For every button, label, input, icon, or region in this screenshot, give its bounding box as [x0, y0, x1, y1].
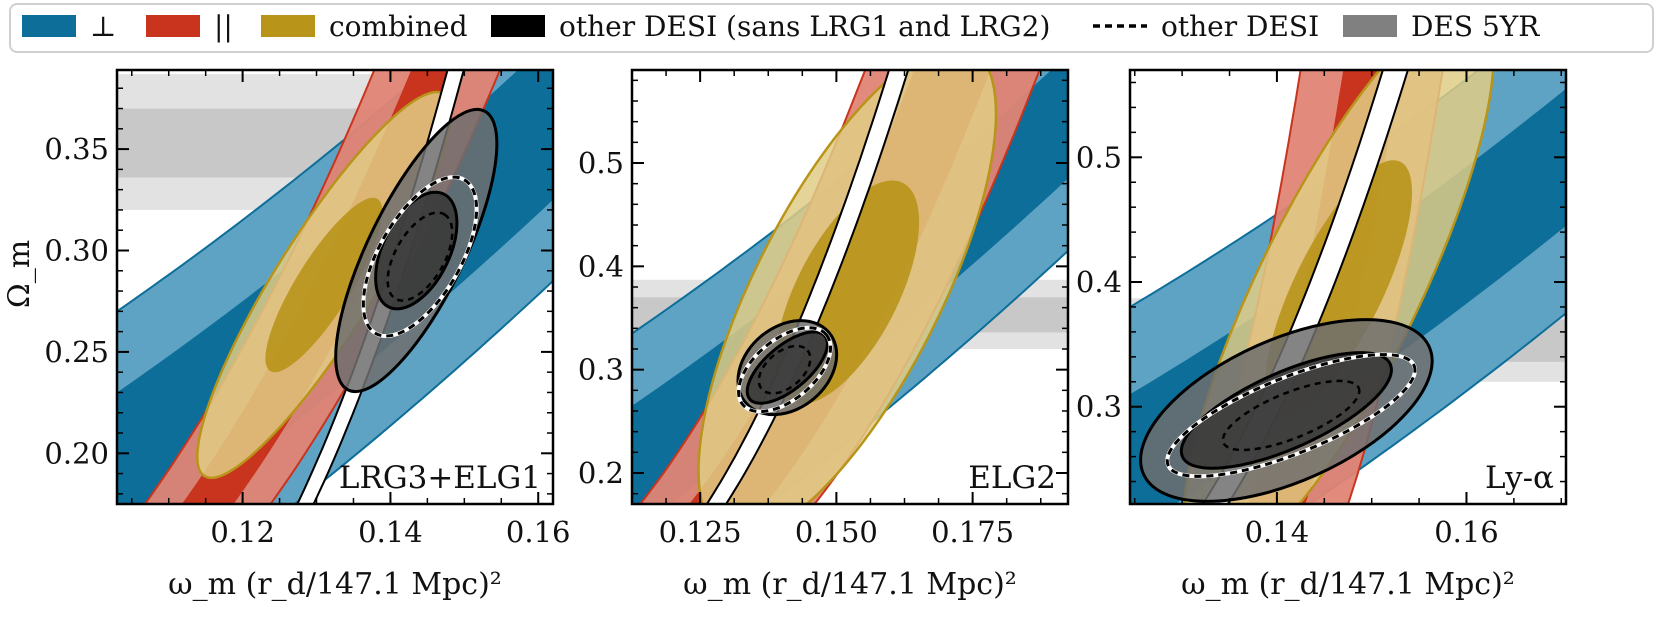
legend-label: DES 5YR — [1411, 10, 1540, 43]
legend-swatch — [1343, 15, 1397, 37]
panel-2: 0.125 0.150 0.175 0.2 0.3 0.4 0.5 ELG2 ω_m (r_d/… — [578, 68, 1070, 602]
legend-label: other DESI — [1161, 10, 1319, 43]
plot-area — [117, 70, 553, 504]
other-desi-contour-inner — [1221, 379, 1361, 452]
x-tick-label: 0.175 — [931, 515, 1014, 549]
plot-frame — [115, 68, 555, 506]
legend: ⊥ || combined other DESI (sans LRG1 and LRG… — [9, 3, 1654, 53]
x-axis-title: ω_m (r_d/147.1 Mpc)² — [168, 567, 502, 602]
ticks: 0.12 0.14 0.16 0.20 0.25 0.30 0.35 — [44, 70, 571, 549]
legend-label: other DESI (sans LRG1 and LRG2) — [559, 10, 1050, 43]
chart-panels: 0.12 0.14 0.16 0.20 0.25 0.30 0.35 LRG3+ELG1 ω_m… — [2, 68, 1568, 602]
legend-swatch — [146, 15, 200, 37]
y-tick-label: 0.5 — [1076, 140, 1122, 174]
x-tick-label: 0.125 — [659, 515, 742, 549]
other-desi-contour — [1165, 353, 1417, 478]
panel-label: Ly-α — [1485, 460, 1554, 496]
x-tick-label: 0.16 — [506, 515, 571, 549]
legend-label: || — [214, 10, 233, 43]
y-tick-label: 0.25 — [44, 335, 109, 369]
legend-swatch — [22, 15, 76, 37]
y-tick-label: 0.3 — [1076, 390, 1122, 424]
y-tick-label: 0.35 — [44, 132, 109, 166]
plot-frame — [1128, 68, 1568, 506]
y-tick-label: 0.3 — [578, 353, 624, 387]
legend-swatch — [491, 15, 545, 37]
y-tick-label: 0.20 — [44, 436, 109, 470]
y-tick-label: 0.4 — [1076, 265, 1122, 299]
ticks: 0.125 0.150 0.175 0.2 0.3 0.4 0.5 — [578, 70, 1068, 549]
y-tick-label: 0.4 — [578, 249, 624, 283]
x-tick-label: 0.14 — [1245, 515, 1310, 549]
x-tick-label: 0.150 — [795, 515, 878, 549]
other-desi-contour — [361, 175, 479, 338]
x-tick-label: 0.16 — [1434, 515, 1499, 549]
y-tick-label: 0.30 — [44, 233, 109, 267]
legend-item: other DESI (sans LRG1 and LRG2) — [491, 10, 1050, 43]
other-desi-contour-inner — [386, 211, 454, 302]
legend-item: DES 5YR — [1343, 10, 1540, 43]
panel-1: 0.12 0.14 0.16 0.20 0.25 0.30 0.35 LRG3+ELG1 ω_m… — [2, 68, 571, 602]
plot-area — [1130, 70, 1566, 504]
other-desi-contour — [737, 326, 833, 414]
y-axis-title: Ω_m — [2, 240, 37, 308]
x-tick-label: 0.14 — [358, 515, 423, 549]
ticks: 0.14 0.16 0.3 0.4 0.5 — [1076, 70, 1566, 549]
legend-frame — [9, 3, 1654, 53]
y-tick-label: 0.2 — [578, 456, 624, 490]
legend-label: combined — [329, 10, 468, 43]
legend-label: ⊥ — [90, 10, 116, 43]
plot-area — [632, 70, 1068, 504]
x-axis-title: ω_m (r_d/147.1 Mpc)² — [683, 567, 1017, 602]
other-desi-sans-contour-inner — [745, 330, 829, 405]
panel-label: ELG2 — [968, 460, 1056, 496]
x-axis-title: ω_m (r_d/147.1 Mpc)² — [1181, 567, 1515, 602]
panel-3: 0.14 0.16 0.3 0.4 0.5 Ly-α ω_m (r_d/147.1 Mpc)… — [1076, 68, 1568, 602]
legend-item: other DESI — [1093, 10, 1319, 43]
legend-item: ⊥ — [22, 10, 116, 43]
legend-item: combined — [261, 10, 468, 43]
y-tick-label: 0.5 — [578, 146, 624, 180]
combined-contour-inner — [265, 197, 383, 373]
x-tick-label: 0.12 — [210, 515, 275, 549]
other-desi-contour-inner — [757, 344, 812, 395]
panel-label: LRG3+ELG1 — [339, 460, 541, 496]
legend-item: || — [146, 10, 233, 43]
legend-swatch — [261, 15, 315, 37]
